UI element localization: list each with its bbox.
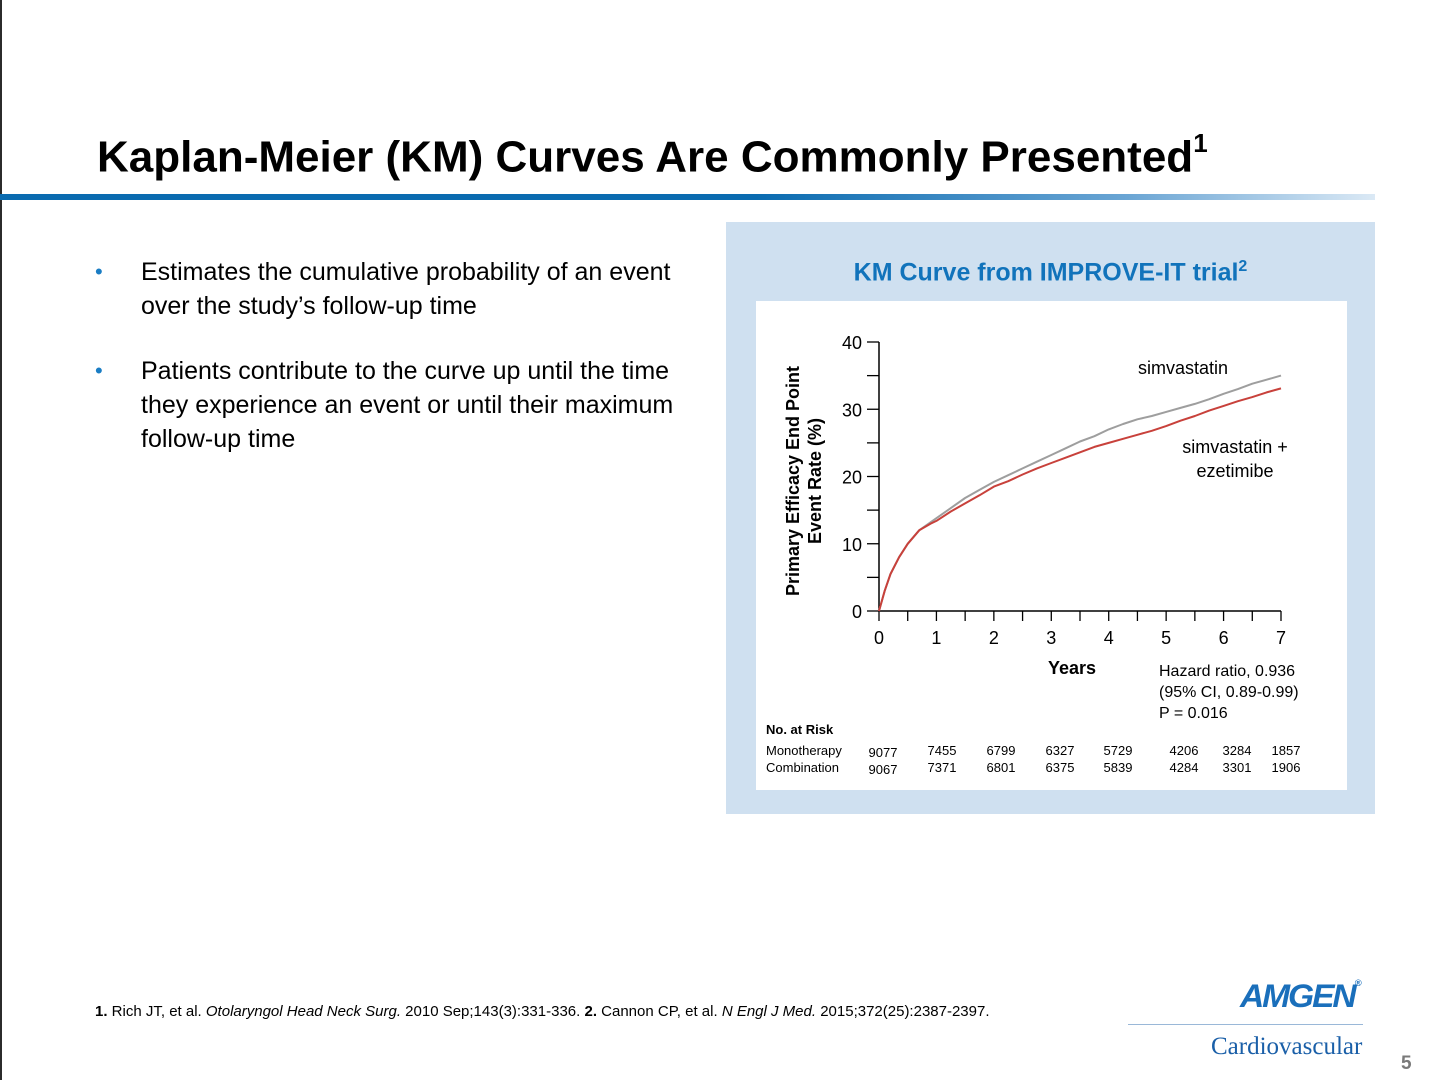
risk-cell: 4206 xyxy=(1170,743,1199,758)
x-tick-label: 6 xyxy=(1219,628,1229,648)
y-tick-label: 30 xyxy=(842,400,862,420)
footnote: 1. Rich JT, et al. Otolaryngol Head Neck… xyxy=(95,1003,990,1020)
bullet-marker: • xyxy=(95,358,103,383)
risk-row-label: Monotherapy xyxy=(766,743,842,758)
series-label: ezetimibe xyxy=(1196,461,1273,481)
footnote-ref2-details: 2015;372(25):2387-2397. xyxy=(816,1003,990,1020)
risk-cell: 3301 xyxy=(1223,760,1252,775)
footnote-ref1-authors: Rich JT, et al. xyxy=(107,1003,206,1020)
bullet-list: • Estimates the cumulative probability o… xyxy=(95,255,695,487)
risk-cell: 6801 xyxy=(987,760,1016,775)
series-label: simvastatin + xyxy=(1182,437,1288,457)
hazard-ratio-annotation: Hazard ratio, 0.936 xyxy=(1159,663,1295,680)
combination-curve xyxy=(878,387,1282,612)
x-axis-label: Years xyxy=(1048,658,1096,678)
risk-cell: 3284 xyxy=(1223,743,1252,758)
y-tick-label: 10 xyxy=(842,535,862,555)
footnote-ref1-number: 1. xyxy=(95,1003,108,1020)
risk-cell: 7455 xyxy=(928,743,957,758)
risk-cell: 6375 xyxy=(1046,760,1075,775)
y-tick-label: 20 xyxy=(842,468,862,488)
footnote-ref1-journal: Otolaryngol Head Neck Surg. xyxy=(205,1003,401,1020)
risk-cell: 6799 xyxy=(987,743,1016,758)
risk-cell: 7371 xyxy=(928,760,957,775)
bullet-text: Estimates the cumulative probability of … xyxy=(141,258,671,320)
y-axis-label-line: Primary Efficacy End Point xyxy=(783,366,803,596)
bullet-item: • Patients contribute to the curve up un… xyxy=(95,354,695,456)
risk-table-title: No. at Risk xyxy=(766,722,834,737)
x-tick-label: 3 xyxy=(1046,628,1056,648)
hazard-ratio-annotation: P = 0.016 xyxy=(1159,705,1228,722)
simvastatin-curve xyxy=(878,374,1282,612)
risk-cell: 9077 xyxy=(869,745,898,760)
bullet-marker: • xyxy=(95,259,103,284)
x-tick-label: 1 xyxy=(931,628,941,648)
chart-panel-title-ref: 2 xyxy=(1238,258,1248,275)
bullet-item: • Estimates the cumulative probability o… xyxy=(95,255,695,323)
chart-panel-title: KM Curve from IMPROVE-IT trial2 xyxy=(726,258,1375,287)
amgen-logo-text: AMGEN xyxy=(1240,978,1357,1014)
registered-mark: ® xyxy=(1354,978,1362,988)
y-axis-label-line: Event Rate (%) xyxy=(805,418,825,544)
slide-title-ref: 1 xyxy=(1193,128,1208,158)
slide-left-border xyxy=(0,0,2,1080)
hazard-ratio-annotation: (95% CI, 0.89-0.99) xyxy=(1159,684,1299,701)
bullet-text: Patients contribute to the curve up unti… xyxy=(141,357,674,453)
risk-row-label: Combination xyxy=(766,760,839,775)
title-divider xyxy=(0,194,1375,200)
footnote-ref2-authors: Cannon CP, et al. xyxy=(597,1003,722,1020)
risk-cell: 5839 xyxy=(1104,760,1133,775)
logo-divider xyxy=(1128,1024,1363,1025)
brand-subtitle: Cardiovascular xyxy=(1211,1033,1363,1060)
footnote-ref2-number: 2. xyxy=(584,1003,597,1020)
risk-cell: 1906 xyxy=(1272,760,1301,775)
risk-cell: 9067 xyxy=(869,762,898,777)
x-tick-label: 2 xyxy=(989,628,999,648)
footnote-ref2-journal: N Engl J Med. xyxy=(721,1003,817,1020)
x-tick-label: 7 xyxy=(1276,628,1286,648)
chart-panel-title-text: KM Curve from IMPROVE-IT trial xyxy=(853,258,1239,287)
x-tick-label: 4 xyxy=(1104,628,1114,648)
slide-title: Kaplan-Meier (KM) Curves Are Commonly Pr… xyxy=(97,128,1208,183)
slide-title-text: Kaplan-Meier (KM) Curves Are Commonly Pr… xyxy=(97,132,1194,182)
series-label: simvastatin xyxy=(1138,358,1228,378)
km-chart: 0 10 20 30 40 0 1 2 3 4 5 6 7 Years Primary Efficacy E… xyxy=(766,333,1301,777)
y-tick-label: 40 xyxy=(842,333,862,353)
x-tick-label: 5 xyxy=(1161,628,1171,648)
risk-cell: 4284 xyxy=(1170,760,1199,775)
chart-box: 0 10 20 30 40 0 1 2 3 4 5 6 7 Years Primary Efficacy E… xyxy=(756,301,1347,790)
footnote-ref1-details: 2010 Sep;143(3):331-336. xyxy=(401,1003,585,1020)
chart-panel: KM Curve from IMPROVE-IT trial2 0 10 20 30 4… xyxy=(726,222,1375,814)
risk-cell: 1857 xyxy=(1272,743,1301,758)
page-number: 5 xyxy=(1401,1053,1412,1074)
amgen-logo: AMGEN® xyxy=(1240,978,1362,1015)
risk-cell: 6327 xyxy=(1046,743,1075,758)
y-axis-label: Primary Efficacy End Point Event Rate (%) xyxy=(783,366,825,596)
x-tick-label: 0 xyxy=(874,628,884,648)
risk-cell: 5729 xyxy=(1104,743,1133,758)
y-tick-label: 0 xyxy=(852,602,862,622)
